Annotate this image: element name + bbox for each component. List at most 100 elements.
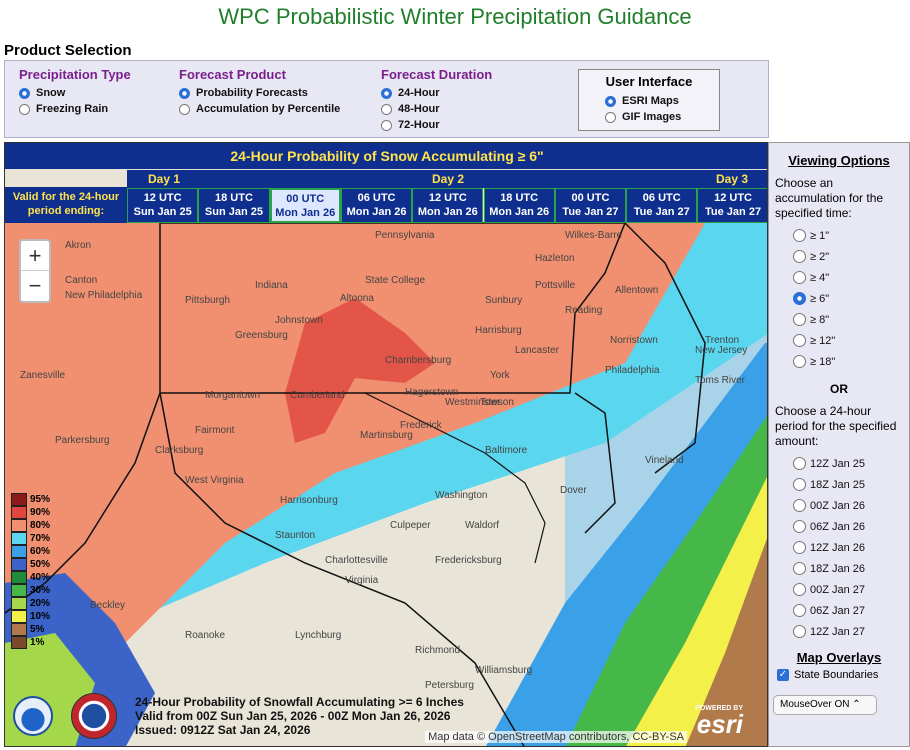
period-option[interactable]: 00Z Jan 26 — [769, 495, 909, 516]
legend-swatch — [11, 623, 27, 636]
legend-label: 40% — [30, 572, 51, 583]
period-radio[interactable] — [793, 625, 806, 638]
amount-radio[interactable] — [793, 334, 806, 347]
place-label: Harrisonburg — [280, 495, 338, 506]
duration-48h-option[interactable]: 48-Hour — [381, 101, 492, 117]
map-attribution[interactable]: Map data © OpenStreetMap contributors, C… — [425, 731, 687, 743]
duration-48h-radio[interactable] — [381, 103, 392, 115]
period-tab-5[interactable]: 18 UTC Mon Jan 26 — [483, 188, 555, 223]
amount-radio[interactable] — [793, 313, 806, 326]
precip-freezing-rain-radio[interactable] — [19, 103, 30, 115]
period-tab-7[interactable]: 06 UTC Tue Jan 27 — [626, 188, 698, 223]
legend-item: 50% — [11, 558, 50, 571]
period-radio[interactable] — [793, 562, 806, 575]
period-radio[interactable] — [793, 604, 806, 617]
legend-swatch — [11, 597, 27, 610]
zoom-in-button[interactable]: + — [21, 241, 49, 271]
page-title: WPC Probabilistic Winter Precipitation G… — [218, 4, 692, 29]
amount-option[interactable]: ≥ 1" — [769, 225, 909, 246]
new-jersey-boundary — [624, 222, 706, 474]
period-option[interactable]: 12Z Jan 27 — [769, 621, 909, 642]
period-radio[interactable] — [793, 541, 806, 554]
ui-esri-radio[interactable] — [605, 95, 616, 107]
product-probability-option[interactable]: Probability Forecasts — [179, 85, 340, 101]
period-tab-2[interactable]: 00 UTC Mon Jan 26 — [269, 188, 341, 223]
ui-gif-option[interactable]: GIF Images — [579, 109, 719, 125]
duration-24h-label: 24-Hour — [398, 87, 440, 99]
amount-option[interactable]: ≥ 6" — [769, 288, 909, 309]
period-tab-4[interactable]: 12 UTC Mon Jan 26 — [412, 188, 484, 223]
place-label: Chambersburg — [385, 355, 451, 366]
period-radio[interactable] — [793, 499, 806, 512]
precip-freezing-rain-option[interactable]: Freezing Rain — [19, 101, 131, 117]
period-label: 06Z Jan 27 — [810, 604, 866, 617]
duration-24h-radio[interactable] — [381, 87, 392, 99]
period-tab-0[interactable]: 12 UTC Sun Jan 25 — [127, 188, 199, 223]
period-tab-1[interactable]: 18 UTC Sun Jan 25 — [198, 188, 270, 223]
duration-72h-radio[interactable] — [381, 119, 392, 131]
period-tab-time: 06 UTC — [357, 192, 396, 204]
period-tab-3[interactable]: 06 UTC Mon Jan 26 — [340, 188, 413, 223]
period-tab-6[interactable]: 00 UTC Tue Jan 27 — [554, 188, 627, 223]
period-tab-date: Tue Jan 27 — [705, 206, 762, 218]
amount-radio[interactable] — [793, 292, 806, 305]
period-option[interactable]: 06Z Jan 27 — [769, 600, 909, 621]
map-panel[interactable]: Pennsylvania State College Pittsburgh Harri… — [4, 142, 768, 747]
period-radio[interactable] — [793, 520, 806, 533]
amount-radio[interactable] — [793, 271, 806, 284]
period-option[interactable]: 12Z Jan 25 — [769, 453, 909, 474]
product-percentile-option[interactable]: Accumulation by Percentile — [179, 101, 340, 117]
legend-item: 10% — [11, 610, 50, 623]
product-percentile-radio[interactable] — [179, 103, 190, 115]
ui-gif-radio[interactable] — [605, 111, 616, 123]
place-label: Petersburg — [425, 680, 474, 691]
period-tab-8[interactable]: 12 UTC Tue Jan 27 — [697, 188, 767, 223]
period-radio[interactable] — [793, 478, 806, 491]
zoom-out-button[interactable]: − — [28, 273, 42, 298]
place-label: Fredericksburg — [435, 555, 502, 566]
place-label: Canton — [65, 275, 97, 286]
precip-snow-option[interactable]: Snow — [19, 85, 131, 101]
legend-item: 30% — [11, 584, 50, 597]
product-probability-radio[interactable] — [179, 87, 190, 99]
period-tab-time: 18 UTC — [500, 192, 539, 204]
amount-option[interactable]: ≥ 18" — [769, 351, 909, 372]
prob-90-area — [285, 298, 435, 443]
place-label: Waldorf — [465, 520, 499, 531]
prob-5-band — [685, 538, 767, 746]
place-label: Beckley — [90, 600, 125, 611]
amount-label: ≥ 8" — [810, 313, 830, 326]
amount-option[interactable]: ≥ 2" — [769, 246, 909, 267]
period-option[interactable]: 06Z Jan 26 — [769, 516, 909, 537]
place-label: Fairmont — [195, 425, 235, 436]
user-interface-box: User Interface ESRI Maps GIF Images — [578, 69, 720, 131]
period-option[interactable]: 12Z Jan 26 — [769, 537, 909, 558]
viewing-options-title: Viewing Options — [788, 153, 890, 168]
amount-radio[interactable] — [793, 229, 806, 242]
place-label: Toms River — [695, 375, 746, 386]
accumulation-instructions: Choose an accumulation for the specified… — [775, 176, 884, 220]
duration-24h-option[interactable]: 24-Hour — [381, 85, 492, 101]
period-radio[interactable] — [793, 457, 806, 470]
amount-option[interactable]: ≥ 8" — [769, 309, 909, 330]
state-boundaries-option[interactable]: ✓ State Boundaries — [769, 669, 909, 681]
amount-radio[interactable] — [793, 355, 806, 368]
amount-option[interactable]: ≥ 4" — [769, 267, 909, 288]
period-option[interactable]: 00Z Jan 27 — [769, 579, 909, 600]
precip-snow-radio[interactable] — [19, 87, 30, 99]
state-boundaries-checkbox[interactable]: ✓ — [777, 669, 789, 681]
ui-esri-option[interactable]: ESRI Maps — [579, 93, 719, 109]
period-radio[interactable] — [793, 583, 806, 596]
period-option[interactable]: 18Z Jan 25 — [769, 474, 909, 495]
duration-72h-option[interactable]: 72-Hour — [381, 117, 492, 133]
mouseover-select[interactable]: MouseOver ON ⌃ — [773, 695, 877, 715]
period-label: 06Z Jan 26 — [810, 520, 866, 533]
period-option[interactable]: 18Z Jan 26 — [769, 558, 909, 579]
legend-swatch — [11, 545, 27, 558]
probability-map[interactable]: Pennsylvania State College Pittsburgh Harri… — [5, 143, 768, 747]
amount-option[interactable]: ≥ 12" — [769, 330, 909, 351]
amount-radio[interactable] — [793, 250, 806, 263]
place-label: Washington — [435, 490, 487, 501]
esri-powered-label: POWERED BY — [695, 705, 743, 712]
period-tab-time: 12 UTC — [428, 192, 467, 204]
